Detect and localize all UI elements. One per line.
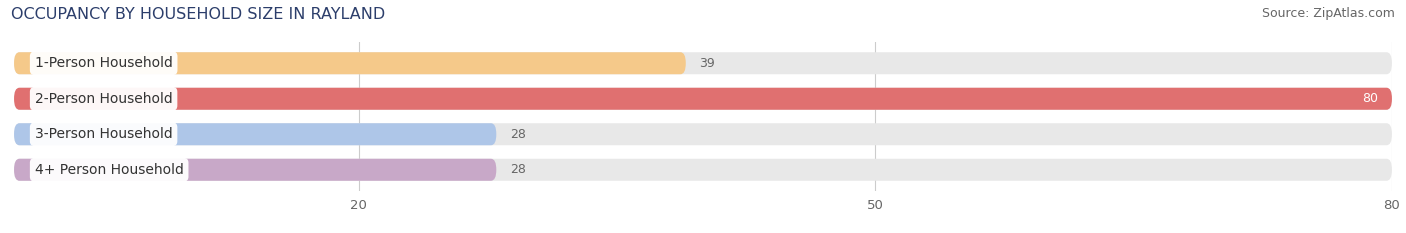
Text: 2-Person Household: 2-Person Household <box>35 92 173 106</box>
FancyBboxPatch shape <box>14 123 1392 145</box>
Text: 4+ Person Household: 4+ Person Household <box>35 163 184 177</box>
Text: Source: ZipAtlas.com: Source: ZipAtlas.com <box>1261 7 1395 20</box>
FancyBboxPatch shape <box>14 123 496 145</box>
Text: 28: 28 <box>510 163 526 176</box>
Text: OCCUPANCY BY HOUSEHOLD SIZE IN RAYLAND: OCCUPANCY BY HOUSEHOLD SIZE IN RAYLAND <box>11 7 385 22</box>
Text: 1-Person Household: 1-Person Household <box>35 56 173 70</box>
FancyBboxPatch shape <box>14 159 496 181</box>
FancyBboxPatch shape <box>14 88 1392 110</box>
FancyBboxPatch shape <box>14 88 1392 110</box>
FancyBboxPatch shape <box>14 52 1392 74</box>
Text: 80: 80 <box>1362 92 1378 105</box>
FancyBboxPatch shape <box>14 159 1392 181</box>
Text: 3-Person Household: 3-Person Household <box>35 127 173 141</box>
Text: 39: 39 <box>700 57 716 70</box>
Text: 28: 28 <box>510 128 526 141</box>
FancyBboxPatch shape <box>14 52 686 74</box>
